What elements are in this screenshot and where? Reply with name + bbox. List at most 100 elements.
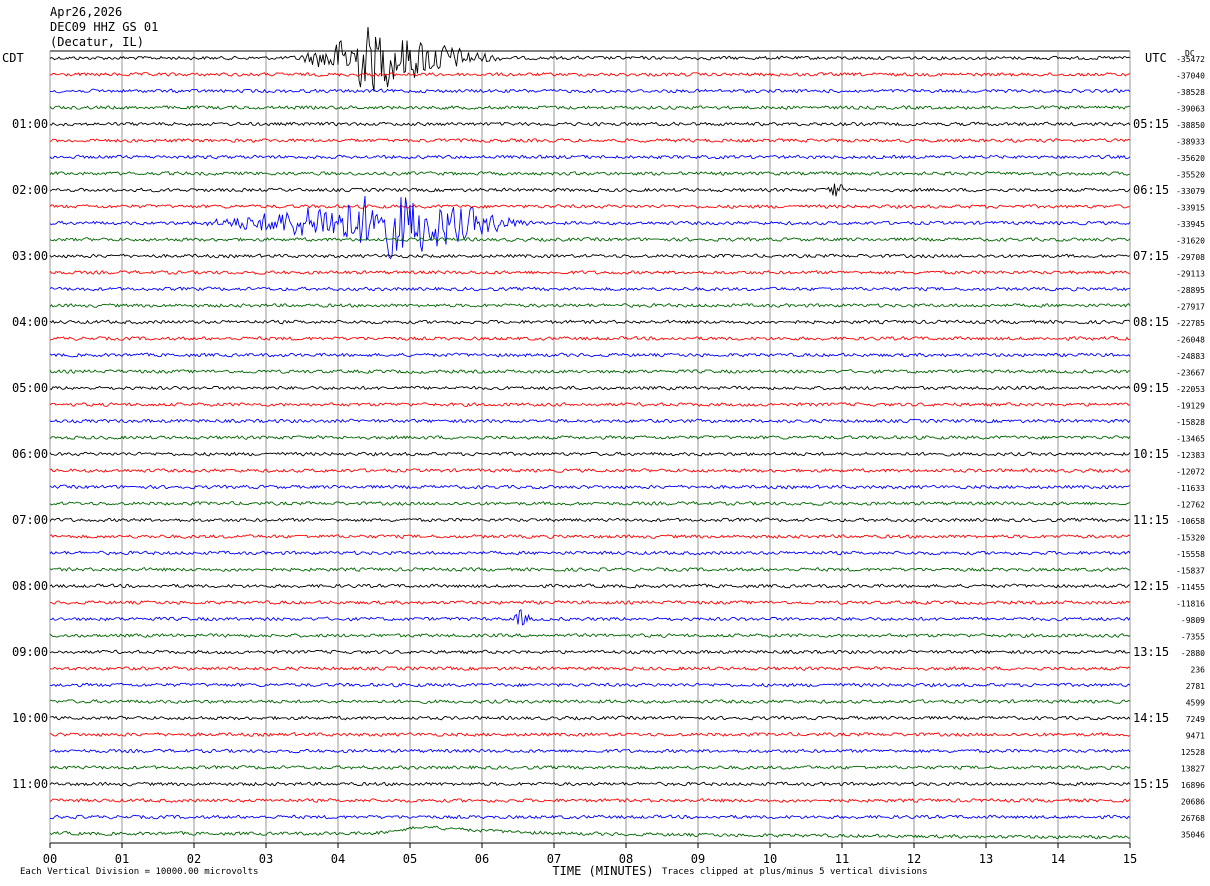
dc-offset-label: 9471 <box>1186 732 1205 741</box>
trace-line <box>49 253 1131 259</box>
trace-line <box>49 484 1131 490</box>
left-hour-label: 03:00 <box>12 249 48 263</box>
trace-line <box>49 72 1131 77</box>
dc-offset-label: 12528 <box>1181 748 1205 757</box>
right-hour-label: 11:15 <box>1133 513 1169 527</box>
trace-line <box>50 600 1131 605</box>
x-tick-label: 05 <box>403 852 417 866</box>
right-hour-label: 05:15 <box>1133 117 1169 131</box>
trace-line <box>50 88 1131 94</box>
trace-line <box>49 154 1131 160</box>
trace-line <box>49 369 1131 374</box>
dc-offset-label: -37040 <box>1176 72 1205 81</box>
left-hour-label: 09:00 <box>12 645 48 659</box>
left-hour-label: 01:00 <box>12 117 48 131</box>
header-location: (Decatur, IL) <box>50 35 144 49</box>
dc-offset-label: -2880 <box>1181 649 1205 658</box>
dc-offset-label: -29113 <box>1176 270 1205 279</box>
trace-line <box>49 534 1131 539</box>
dc-label: DC <box>1185 49 1195 58</box>
trace-line <box>49 121 1131 127</box>
trace-line <box>49 402 1131 407</box>
dc-offset-label: -39063 <box>1176 105 1205 114</box>
trace-line <box>49 183 1131 197</box>
trace-line <box>49 319 1131 325</box>
dc-offset-label: -15837 <box>1176 567 1205 576</box>
trace-line <box>49 649 1131 655</box>
dc-offset-label: -35472 <box>1176 55 1205 64</box>
clip-note: Traces clipped at plus/minus 5 vertical … <box>662 867 928 877</box>
trace-line <box>49 798 1131 803</box>
dc-offset-label: -15320 <box>1176 534 1205 543</box>
axis-labels: -35472 -37040 -38528 -39063 -38850 -38933 -356… <box>2 49 1205 878</box>
right-hour-label: 09:15 <box>1133 381 1169 395</box>
dc-offset-label: -24883 <box>1176 352 1205 361</box>
right-hour-label: 08:15 <box>1133 315 1169 329</box>
x-tick-label: 03 <box>259 852 273 866</box>
dc-offset-label: 35046 <box>1181 831 1205 840</box>
trace-line <box>49 633 1131 638</box>
trace-line <box>49 666 1131 671</box>
trace-line <box>49 105 1131 110</box>
dc-offset-label: -35520 <box>1176 171 1205 180</box>
right-hour-label: 13:15 <box>1133 645 1169 659</box>
trace-line <box>49 26 1131 92</box>
dc-offset-label: -38933 <box>1176 138 1205 147</box>
dc-offset-label: 4599 <box>1186 699 1205 708</box>
trace-line <box>49 609 1131 626</box>
trace-line <box>49 171 1131 176</box>
dc-offset-label: -13465 <box>1176 435 1205 444</box>
trace-line <box>49 699 1131 704</box>
trace-line <box>49 567 1131 572</box>
trace-line <box>49 195 1131 260</box>
dc-offset-label: 16896 <box>1181 781 1205 790</box>
dc-offset-label: -19129 <box>1176 402 1205 411</box>
trace-line <box>49 715 1131 721</box>
left-hour-label: 05:00 <box>12 381 48 395</box>
header-station: DEC09 HHZ GS 01 <box>50 20 159 34</box>
trace-line <box>49 270 1131 275</box>
x-tick-label: 09 <box>691 852 705 866</box>
x-tick-label: 13 <box>979 852 993 866</box>
dc-offset-label: -31620 <box>1176 237 1205 246</box>
trace-line <box>49 336 1131 341</box>
dc-offset-label: -9809 <box>1181 616 1205 625</box>
trace-line <box>49 468 1131 473</box>
trace-line <box>49 825 1131 840</box>
trace-line <box>49 501 1131 506</box>
trace-line <box>49 435 1131 440</box>
dc-offset-label: -10658 <box>1176 517 1205 526</box>
left-hour-label: 10:00 <box>12 711 48 725</box>
trace-line <box>49 682 1131 688</box>
dc-offset-label: -22053 <box>1176 385 1205 394</box>
trace-line <box>49 765 1131 770</box>
right-hour-label: 12:15 <box>1133 579 1169 593</box>
dc-offset-label: -38528 <box>1176 88 1205 97</box>
x-tick-label: 07 <box>547 852 561 866</box>
dc-offset-label: -27917 <box>1176 303 1205 312</box>
right-hour-label: 07:15 <box>1133 249 1169 263</box>
right-timezone-label: UTC <box>1145 51 1167 65</box>
dc-offset-label: -33079 <box>1176 187 1205 196</box>
dc-offset-label: -33945 <box>1176 220 1205 229</box>
dc-offset-label: -15828 <box>1176 418 1205 427</box>
x-axis-title: TIME (MINUTES) <box>552 864 653 878</box>
dc-offset-label: -28895 <box>1176 286 1205 295</box>
trace-line <box>49 204 1131 209</box>
dc-offset-label: 20686 <box>1181 798 1205 807</box>
x-tick-label: 06 <box>475 852 489 866</box>
dc-offset-label: 13827 <box>1181 765 1205 774</box>
dc-offset-label: -23667 <box>1176 369 1205 378</box>
x-tick-label: 14 <box>1051 852 1065 866</box>
dc-offset-label: -11455 <box>1176 583 1205 592</box>
x-tick-label: 10 <box>763 852 777 866</box>
dc-offset-label: -15558 <box>1176 550 1205 559</box>
dc-offset-label: -11816 <box>1176 600 1205 609</box>
dc-offset-label: -12762 <box>1176 501 1205 510</box>
left-hour-label: 07:00 <box>12 513 48 527</box>
x-tick-label: 00 <box>43 852 57 866</box>
x-tick-label: 04 <box>331 852 345 866</box>
scale-note: Each Vertical Division = 10000.00 microv… <box>20 867 259 877</box>
left-timezone-label: CDT <box>2 51 24 65</box>
